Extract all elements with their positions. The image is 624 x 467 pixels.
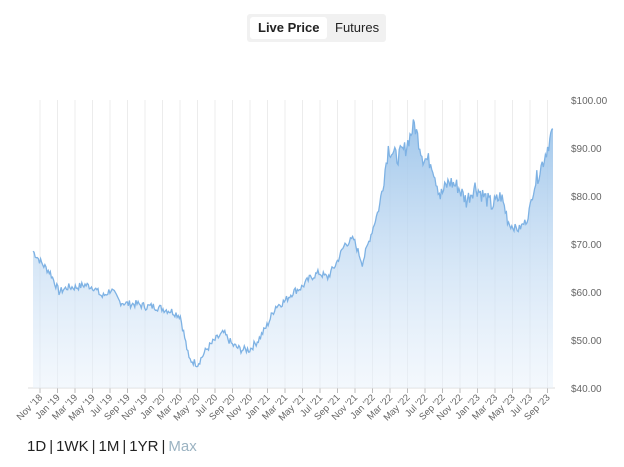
y-tick-label: $100.00	[571, 96, 608, 107]
price-type-tabs: Live Price Futures	[247, 14, 386, 42]
y-tick-label: $70.00	[571, 240, 602, 251]
tab-futures[interactable]: Futures	[335, 20, 380, 35]
range-max[interactable]: Max	[168, 438, 197, 455]
y-tick-label: $40.00	[571, 384, 602, 395]
price-chart: $40.00 $50.00 $60.00 $70.00 $80.00 $90.00 $100…	[15, 96, 608, 423]
separator: |	[49, 438, 54, 455]
range-1d[interactable]: 1D	[27, 438, 47, 455]
y-tick-label: $60.00	[571, 288, 602, 299]
y-tick-label: $80.00	[571, 192, 602, 203]
range-1wk[interactable]: 1WK	[56, 438, 89, 455]
y-tick-label: $90.00	[571, 144, 602, 155]
range-selector: 1D | 1WK | 1M | 1YR | Max	[27, 438, 197, 455]
separator: |	[161, 438, 166, 455]
price-line	[32, 119, 554, 368]
tab-live-price[interactable]: Live Price	[250, 17, 328, 39]
separator: |	[91, 438, 96, 455]
y-tick-label: $50.00	[571, 336, 602, 347]
range-1yr[interactable]: 1YR	[129, 438, 159, 455]
range-1m[interactable]: 1M	[98, 438, 120, 455]
price-area-fill	[33, 119, 553, 388]
separator: |	[122, 438, 127, 455]
